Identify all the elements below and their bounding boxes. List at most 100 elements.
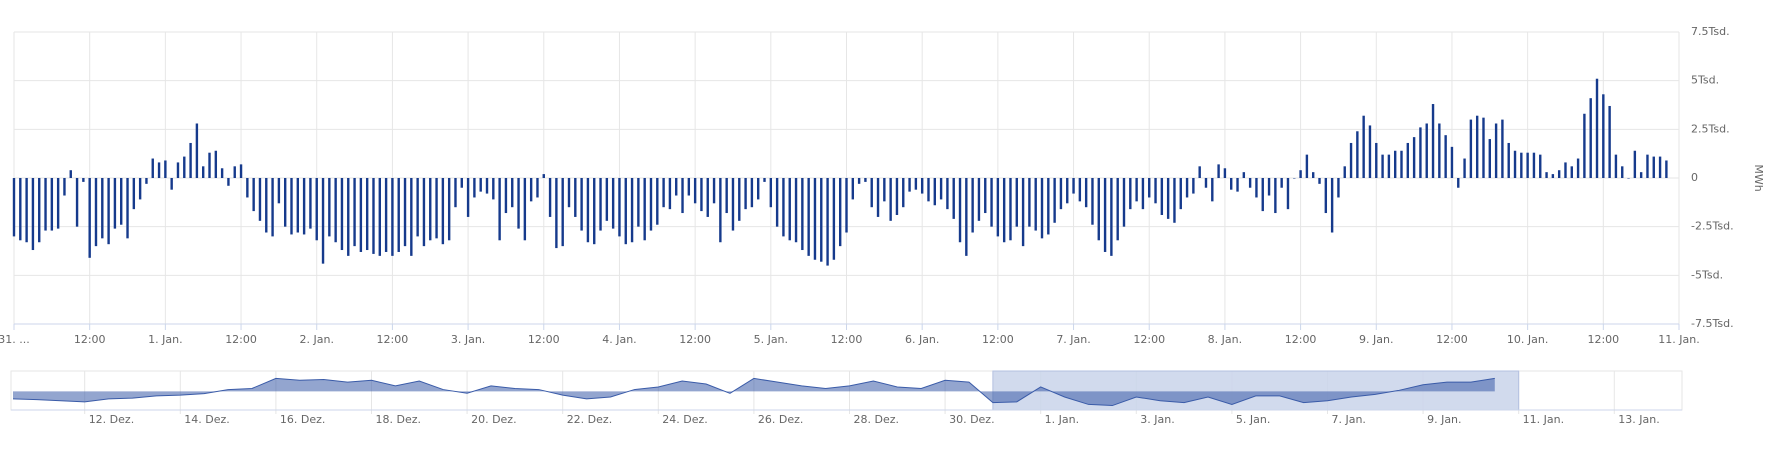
bar [460, 178, 463, 188]
bar [700, 178, 703, 212]
bar [1431, 104, 1435, 178]
bar [1330, 178, 1334, 233]
bar [1507, 142, 1510, 178]
bar [220, 168, 224, 178]
bar [920, 178, 924, 194]
bar [820, 178, 823, 262]
bar [82, 178, 85, 182]
bar [788, 178, 791, 241]
bar [265, 178, 268, 233]
bar [649, 178, 653, 231]
bar [422, 178, 426, 247]
bar [637, 178, 640, 227]
bar [813, 178, 817, 260]
bar [719, 178, 722, 243]
bar [1589, 98, 1592, 178]
bar [870, 178, 873, 208]
bar [826, 178, 829, 266]
x-tick-label: 12. Dez. [89, 413, 135, 426]
bar [1129, 178, 1132, 210]
bar [1217, 164, 1220, 178]
bar [738, 178, 741, 221]
bar [1021, 178, 1025, 247]
bar [492, 178, 495, 200]
bar [712, 178, 716, 204]
bar [1280, 178, 1283, 188]
bar [1576, 158, 1580, 178]
bar [151, 158, 154, 178]
bar [952, 178, 955, 219]
bar [1482, 117, 1485, 178]
bar [1223, 168, 1227, 178]
bar [1148, 178, 1151, 198]
bar [946, 178, 949, 210]
bar [1532, 152, 1536, 178]
bar [1564, 162, 1567, 178]
bar [1318, 178, 1321, 184]
bar [1494, 123, 1498, 178]
bar [1368, 125, 1372, 178]
bar [687, 178, 691, 196]
bar [838, 178, 842, 247]
bar [630, 178, 634, 243]
bar [511, 178, 514, 208]
bar [429, 178, 432, 241]
bar [914, 178, 918, 190]
bar [239, 164, 243, 178]
x-tick-label: 2. Jan. [300, 333, 334, 346]
bar [504, 178, 508, 214]
bar [536, 178, 539, 198]
bar [523, 178, 527, 241]
bar [1059, 178, 1063, 210]
bar [50, 178, 54, 231]
navigator-area [12, 378, 1495, 406]
bar [889, 178, 892, 221]
bar [599, 178, 602, 231]
bar [75, 178, 79, 227]
bar [807, 178, 810, 256]
x-tick-label: 12:00 [1133, 333, 1165, 346]
bar [378, 178, 381, 256]
bar [1646, 154, 1649, 178]
bar [12, 178, 16, 237]
bar [782, 178, 785, 237]
bar [38, 178, 41, 243]
x-tick-label: 11. Jan. [1523, 413, 1564, 426]
bar [202, 166, 205, 178]
bar [277, 178, 281, 204]
bar [908, 178, 911, 192]
x-tick-label: 10. Jan. [1507, 333, 1548, 346]
x-tick-label: 11. Jan. [1658, 333, 1699, 346]
bar [1185, 178, 1189, 198]
bar [750, 178, 754, 208]
bar [1501, 119, 1504, 178]
bar [864, 178, 867, 182]
bar [580, 178, 583, 231]
bar [1362, 115, 1365, 178]
bar [1078, 178, 1082, 202]
bar [1312, 172, 1315, 178]
bar [447, 178, 451, 241]
x-tick-label: 1. Jan. [148, 333, 182, 346]
bar [69, 170, 72, 178]
x-tick-label: 12:00 [528, 333, 560, 346]
bar [548, 178, 552, 217]
bar [233, 166, 236, 178]
bar [794, 178, 798, 243]
bar [479, 178, 482, 192]
bar [321, 178, 325, 264]
bar [340, 178, 344, 251]
x-tick-label: 3. Jan. [1140, 413, 1174, 426]
bar [971, 178, 974, 233]
x-tick-label: 14. Dez. [184, 413, 230, 426]
bar [1627, 178, 1630, 179]
bar [769, 178, 773, 208]
bar [170, 178, 173, 190]
bar [1463, 158, 1466, 178]
bar [397, 178, 400, 252]
y-axis-title: MWh [1752, 164, 1765, 191]
x-tick-label: 3. Jan. [451, 333, 485, 346]
bar [574, 178, 577, 217]
bar [296, 178, 300, 233]
